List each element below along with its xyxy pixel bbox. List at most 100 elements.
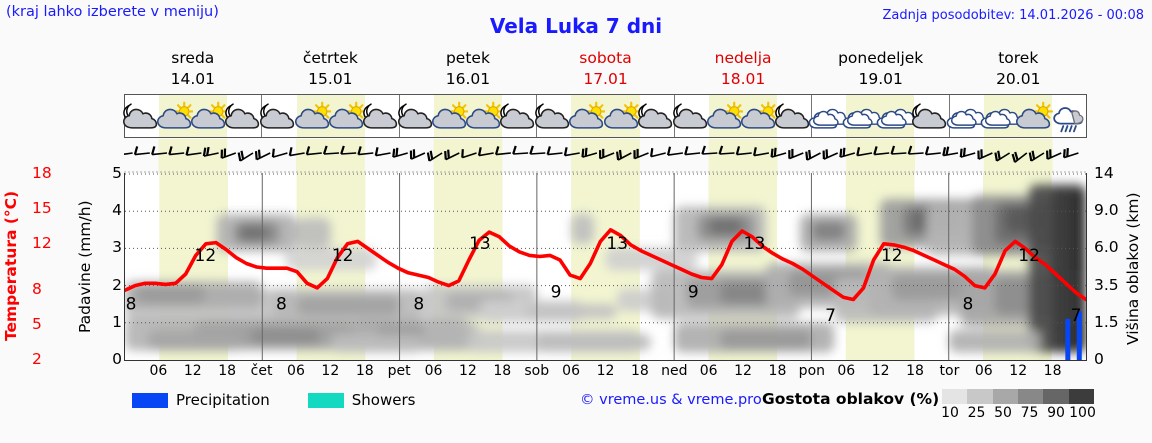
sun-cloud-icon (569, 95, 607, 137)
wind-barb (616, 149, 632, 161)
wind-barb (581, 147, 598, 158)
day-name: ponedeljek (838, 49, 924, 67)
showers-legend-label: Showers (351, 391, 416, 409)
rain-icon (1052, 95, 1086, 137)
time-tick: 18 (355, 363, 374, 379)
precipitation-legend-label: Precipitation (176, 391, 270, 409)
wind-barb (409, 149, 426, 160)
time-tick: sob (524, 363, 550, 379)
wind-barb (599, 148, 615, 160)
cloudy-icon (842, 95, 884, 137)
time-tick: 12 (459, 363, 477, 379)
precipitation-tick: 5 (112, 164, 122, 182)
temperature-tick: 5 (32, 315, 42, 334)
night-partly-cloudy-icon (500, 95, 536, 137)
wind-barb (237, 150, 254, 162)
svg-text:13: 13 (606, 234, 628, 254)
night-partly-cloudy-icon (637, 95, 674, 137)
wind-barb (718, 145, 735, 155)
weather-icon-day-5 (672, 95, 813, 137)
wind-barb (684, 146, 701, 156)
svg-text:8: 8 (126, 294, 137, 314)
time-tick: 06 (837, 363, 856, 379)
wind-barb (288, 147, 305, 157)
sun-cloud-icon (328, 95, 366, 137)
cloud-density-tick: 90 (1047, 405, 1065, 421)
wind-barb (512, 145, 529, 155)
weather-icon-day-6 (808, 95, 950, 137)
svg-text:8: 8 (962, 294, 973, 314)
cloud-density-tick: 75 (1020, 405, 1039, 421)
time-tick: 06 (149, 363, 168, 379)
day-name: sreda (171, 49, 215, 67)
temperature-tick: 12 (32, 233, 52, 252)
time-tick: 18 (493, 363, 512, 379)
wind-barb (546, 146, 563, 156)
temperature-tick: 18 (32, 164, 52, 182)
wind-barb (305, 146, 322, 156)
location-menu-note[interactable]: (kraj lahko izberete v meniju) (6, 4, 219, 20)
time-axis-ticks: 06 12 18 čet 06 12 18 pet 06 12 18 sob 06 12 18 ned 06 12… (124, 363, 1087, 383)
time-tick: pon (798, 363, 826, 379)
precipitation-axis-title: Padavine (mm/h) (76, 200, 94, 334)
svg-text:12: 12 (881, 246, 903, 266)
sun-cloud-icon (191, 95, 229, 137)
page-title: Vela Luka 7 dni (489, 14, 663, 38)
wind-barb (1011, 151, 1028, 163)
svg-text:7: 7 (1071, 306, 1082, 326)
cloud-density-colorbar (942, 389, 1094, 404)
day-date: 17.01 (583, 70, 628, 88)
cloud-density-field (125, 184, 1086, 353)
precipitation-tick: 1 (112, 312, 122, 331)
wind-barb (753, 147, 770, 157)
cloud-density-step (967, 389, 993, 404)
cloud-density-step (1043, 389, 1069, 404)
time-tick: 06 (287, 363, 305, 379)
svg-text:13: 13 (744, 234, 766, 254)
cloud-density-tick: 25 (967, 405, 986, 421)
wind-barb (1028, 150, 1045, 162)
svg-text:7: 7 (825, 306, 836, 326)
time-tick: 18 (906, 363, 924, 379)
cloudy-icon (876, 95, 918, 137)
wind-barb (461, 149, 477, 159)
time-tick: čet (250, 363, 273, 379)
cloud-density-step (1068, 389, 1094, 404)
time-tick: tor (939, 363, 960, 379)
wind-barb (890, 145, 907, 155)
night-partly-cloudy-icon (260, 95, 296, 137)
wind-barb (770, 147, 787, 158)
precipitation-tick: 0 (112, 350, 122, 368)
wind-barb (477, 147, 494, 157)
cloud-density-step (992, 389, 1018, 404)
day-name: sobota (579, 49, 632, 67)
wind-barb (805, 149, 821, 161)
day-name: nedelja (714, 49, 772, 67)
day-date: 16.01 (445, 70, 491, 88)
sun-cloud-icon (431, 95, 470, 137)
wind-barb (788, 148, 804, 160)
time-tick: 12 (596, 363, 615, 379)
temperature-curve (125, 228, 1086, 302)
temperature-tick: 15 (32, 198, 52, 217)
time-tick: ned (661, 363, 688, 379)
cloud-height-tick: 14 (1094, 164, 1114, 182)
temperature-tick: 8 (32, 280, 42, 299)
wind-barb (856, 147, 873, 157)
temperature-tick: 2 (32, 350, 42, 368)
weather-icon-day-1 (123, 95, 263, 137)
gridlines (125, 173, 1086, 360)
copyright-label[interactable]: © vreme.us & vreme.pro (580, 392, 762, 408)
wind-barb (959, 147, 976, 158)
wind-barb (374, 147, 391, 157)
cloud-height-tick: 1.5 (1094, 312, 1119, 331)
series-legend: Precipitation Showers (132, 389, 415, 411)
wind-barb (701, 145, 718, 155)
wind-barb (873, 146, 890, 156)
wind-barb (444, 149, 460, 161)
cloud-density-step (942, 389, 968, 404)
day-header-4: sobota 17.01 (537, 48, 675, 92)
wind-barb (494, 146, 511, 156)
weather-icon-day-4 (535, 95, 675, 137)
wind-barb (735, 146, 752, 156)
